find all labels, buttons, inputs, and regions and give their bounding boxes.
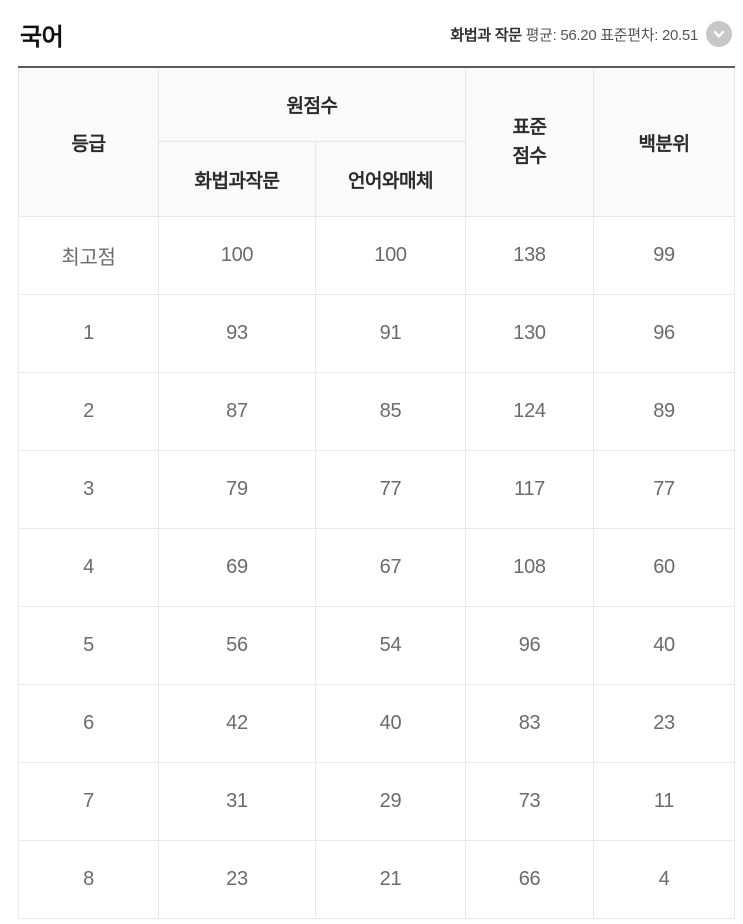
raw-score-language-media-cell[interactable]: 77 [314, 450, 467, 529]
panel-header-right: 화법과 작문 평균: 56.20 표준편차: 20.51 [450, 21, 732, 47]
raw-score-language-media-cell[interactable]: 29 [314, 762, 467, 841]
raw-score-language-media-cell[interactable]: 21 [314, 840, 467, 919]
raw-score-speech-writing-cell[interactable]: 31 [158, 762, 316, 841]
table-row: 6 42 40 83 23 [18, 684, 736, 763]
percentile-cell: 11 [593, 762, 736, 841]
percentile-cell: 96 [593, 294, 736, 373]
grade-cell: 1 [18, 294, 159, 373]
grade-cell: 6 [18, 684, 159, 763]
col-header-percentile: 백분위 [593, 66, 736, 217]
table-row: 4 69 67 108 60 [18, 528, 736, 607]
standard-score-cell: 108 [465, 528, 595, 607]
raw-score-speech-writing-cell[interactable]: 93 [158, 294, 316, 373]
raw-score-language-media-cell[interactable]: 100 [314, 216, 467, 295]
grade-cell: 7 [18, 762, 159, 841]
col-header-language-media: 언어와매체 [314, 141, 467, 217]
panel-header: 국어 화법과 작문 평균: 56.20 표준편차: 20.51 [18, 0, 734, 66]
table-row: 5 56 54 96 40 [18, 606, 736, 685]
raw-score-language-media-cell[interactable]: 54 [314, 606, 467, 685]
percentile-cell: 4 [593, 840, 736, 919]
standard-score-line1: 표준 [512, 116, 547, 138]
raw-score-speech-writing-cell[interactable]: 42 [158, 684, 316, 763]
standard-score-cell: 83 [465, 684, 595, 763]
page-title: 국어 [20, 23, 64, 51]
col-header-standard-score: 표준 점수 [465, 66, 595, 217]
table-row: 1 93 91 130 96 [18, 294, 736, 373]
stats-subject-label: 화법과 작문 [450, 26, 522, 44]
percentile-cell: 89 [593, 372, 736, 451]
raw-score-speech-writing-cell[interactable]: 69 [158, 528, 316, 607]
grade-cell: 2 [18, 372, 159, 451]
table-row: 2 87 85 124 89 [18, 372, 736, 451]
raw-score-speech-writing-cell[interactable]: 23 [158, 840, 316, 919]
standard-score-cell: 73 [465, 762, 595, 841]
standard-score-cell: 124 [465, 372, 595, 451]
raw-score-speech-writing-cell[interactable]: 87 [158, 372, 316, 451]
raw-score-language-media-cell[interactable]: 40 [314, 684, 467, 763]
percentile-cell: 40 [593, 606, 736, 685]
chevron-down-icon [712, 27, 726, 41]
table-row: 7 31 29 73 11 [18, 762, 736, 841]
grade-cell: 4 [18, 528, 159, 607]
standard-score-cell: 130 [465, 294, 595, 373]
table-row: 최고점 100 100 138 99 [18, 216, 736, 295]
raw-score-speech-writing-cell[interactable]: 100 [158, 216, 316, 295]
raw-score-language-media-cell[interactable]: 85 [314, 372, 467, 451]
standard-score-cell: 96 [465, 606, 595, 685]
subject-stats: 화법과 작문 평균: 56.20 표준편차: 20.51 [450, 24, 698, 45]
grade-cut-table: 등급 원점수 표준 점수 백분위 화법과작문 언어와매체 최고점 100 100… [18, 66, 736, 919]
table-row: 3 79 77 117 77 [18, 450, 736, 529]
standard-score-cell: 66 [465, 840, 595, 919]
grade-cell: 3 [18, 450, 159, 529]
raw-score-language-media-cell[interactable]: 91 [314, 294, 467, 373]
percentile-cell: 60 [593, 528, 736, 607]
percentile-cell: 99 [593, 216, 736, 295]
stats-values: 평균: 56.20 표준편차: 20.51 [521, 26, 699, 44]
table-row: 8 23 21 66 4 [18, 840, 736, 919]
col-header-raw-score: 원점수 [157, 66, 467, 142]
col-header-grade: 등급 [18, 66, 159, 217]
col-header-speech-writing: 화법과작문 [158, 141, 316, 217]
collapse-button[interactable] [706, 21, 732, 47]
standard-score-line2: 점수 [512, 146, 547, 167]
raw-score-language-media-cell[interactable]: 67 [314, 528, 467, 607]
percentile-cell: 77 [593, 450, 736, 529]
grade-cell: 8 [18, 840, 159, 919]
grade-cell: 5 [18, 606, 159, 685]
raw-score-speech-writing-cell[interactable]: 56 [158, 606, 316, 685]
grade-cell: 최고점 [18, 216, 159, 295]
raw-score-speech-writing-cell[interactable]: 79 [158, 450, 316, 529]
percentile-cell: 23 [593, 684, 736, 763]
standard-score-cell: 117 [465, 450, 595, 529]
standard-score-cell: 138 [465, 216, 595, 295]
